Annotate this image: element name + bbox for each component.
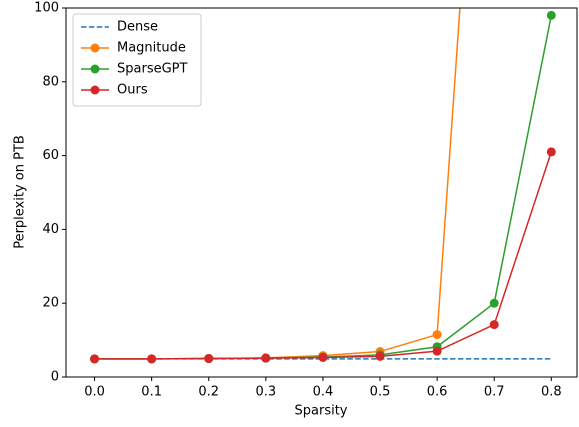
x-tick-label: 0.1 xyxy=(141,385,162,400)
data-point xyxy=(147,354,157,364)
data-point xyxy=(489,298,499,308)
data-point xyxy=(261,353,271,363)
legend-marker xyxy=(90,64,100,74)
legend-label: Dense xyxy=(117,20,158,35)
y-tick-label: 100 xyxy=(34,1,59,16)
legend-marker xyxy=(90,85,100,95)
data-point xyxy=(432,330,442,340)
data-point xyxy=(204,354,214,364)
x-tick-label: 0.8 xyxy=(541,385,562,400)
plot-frame xyxy=(65,7,578,378)
plot-area xyxy=(90,8,556,364)
legend-box xyxy=(72,13,202,107)
y-tick-label: 40 xyxy=(42,222,59,237)
x-tick-label: 0.3 xyxy=(255,385,276,400)
x-tick-label: 0.5 xyxy=(370,385,391,400)
x-tick-label: 0.4 xyxy=(313,385,334,400)
x-tick-label: 0.6 xyxy=(427,385,448,400)
legend-label: Ours xyxy=(117,83,148,98)
data-point xyxy=(489,320,499,330)
data-point xyxy=(546,10,556,20)
legend-label: SparseGPT xyxy=(117,62,187,77)
y-axis-label: Perplexity on PTB xyxy=(13,135,28,249)
y-tick-label: 0 xyxy=(51,370,59,385)
x-axis-label: Sparsity xyxy=(295,404,348,419)
x-tick-label: 0.7 xyxy=(484,385,505,400)
y-tick-label: 20 xyxy=(42,296,59,311)
data-point xyxy=(432,346,442,356)
data-point xyxy=(375,351,385,361)
data-point xyxy=(318,352,328,362)
legend-label: Magnitude xyxy=(117,41,186,56)
data-point xyxy=(546,147,556,157)
legend-marker xyxy=(90,43,100,53)
x-tick-label: 0.2 xyxy=(198,385,219,400)
data-point xyxy=(90,354,100,364)
series-line xyxy=(94,151,553,360)
x-tick-label: 0.0 xyxy=(84,385,105,400)
y-tick-label: 60 xyxy=(42,148,59,163)
y-tick-label: 80 xyxy=(42,74,59,89)
